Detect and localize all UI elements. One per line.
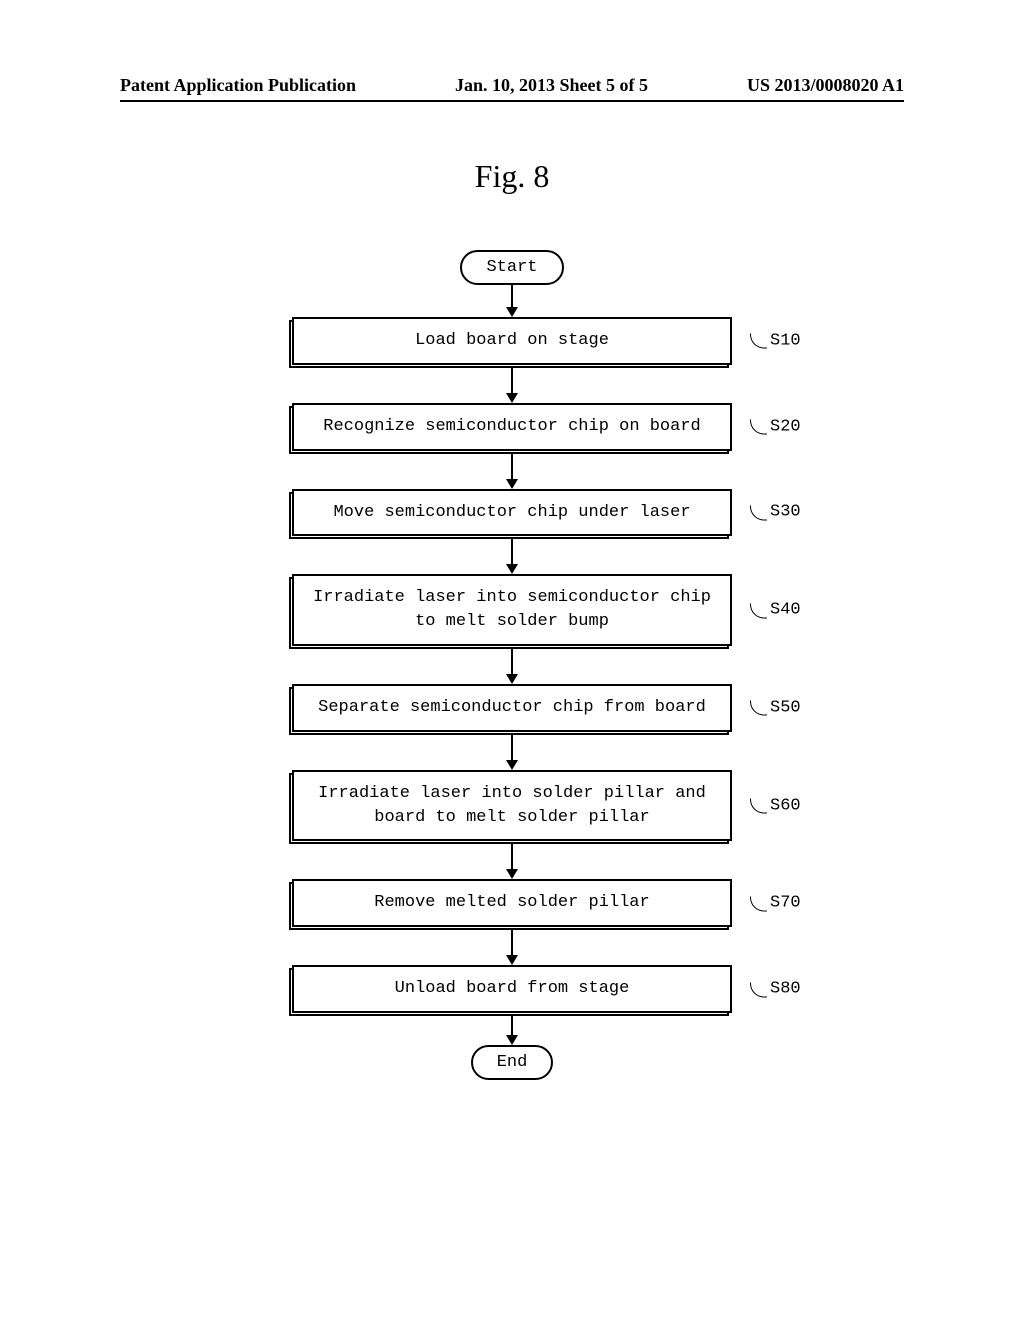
flowchart: Start Load board on stage S10 Recognize …: [212, 250, 812, 1080]
leader-curve: [750, 699, 770, 717]
leader-curve: [750, 332, 770, 350]
arrow: [511, 646, 513, 684]
leader-curve: [750, 601, 770, 619]
leader-curve: [750, 894, 770, 912]
arrow: [511, 1013, 513, 1045]
step-s80: Unload board from stage S80: [212, 965, 812, 1013]
header-divider: [120, 100, 904, 102]
step-s10: Load board on stage S10: [212, 317, 812, 365]
arrow: [511, 365, 513, 403]
leader-curve: [750, 418, 770, 436]
step-s30: Move semiconductor chip under laser S30: [212, 489, 812, 537]
process-box: Irradiate laser into solder pillar andbo…: [292, 770, 732, 842]
arrow: [511, 732, 513, 770]
step-label: S70: [750, 894, 801, 913]
figure-title: Fig. 8: [475, 158, 550, 195]
process-box: Remove melted solder pillar: [292, 879, 732, 927]
header-center: Jan. 10, 2013 Sheet 5 of 5: [455, 75, 648, 96]
process-box: Irradiate laser into semiconductor chipt…: [292, 574, 732, 646]
step-label: S10: [750, 331, 801, 350]
header-right: US 2013/0008020 A1: [747, 75, 904, 96]
arrow: [511, 927, 513, 965]
arrow: [511, 841, 513, 879]
step-label: S30: [750, 503, 801, 522]
process-box: Recognize semiconductor chip on board: [292, 403, 732, 451]
step-label: S80: [750, 980, 801, 999]
step-s20: Recognize semiconductor chip on board S2…: [212, 403, 812, 451]
step-s40: Irradiate laser into semiconductor chipt…: [212, 574, 812, 646]
arrow: [511, 285, 513, 317]
arrow: [511, 451, 513, 489]
process-box: Move semiconductor chip under laser: [292, 489, 732, 537]
step-label: S40: [750, 601, 801, 620]
step-label: S20: [750, 417, 801, 436]
step-s50: Separate semiconductor chip from board S…: [212, 684, 812, 732]
arrow: [511, 536, 513, 574]
process-box: Load board on stage: [292, 317, 732, 365]
process-box: Unload board from stage: [292, 965, 732, 1013]
leader-curve: [750, 980, 770, 998]
step-label: S50: [750, 698, 801, 717]
leader-curve: [750, 797, 770, 815]
step-s70: Remove melted solder pillar S70: [212, 879, 812, 927]
leader-curve: [750, 503, 770, 521]
step-s60: Irradiate laser into solder pillar andbo…: [212, 770, 812, 842]
process-box: Separate semiconductor chip from board: [292, 684, 732, 732]
header-left: Patent Application Publication: [120, 75, 356, 96]
end-terminal: End: [471, 1045, 554, 1080]
start-terminal: Start: [460, 250, 563, 285]
step-label: S60: [750, 796, 801, 815]
